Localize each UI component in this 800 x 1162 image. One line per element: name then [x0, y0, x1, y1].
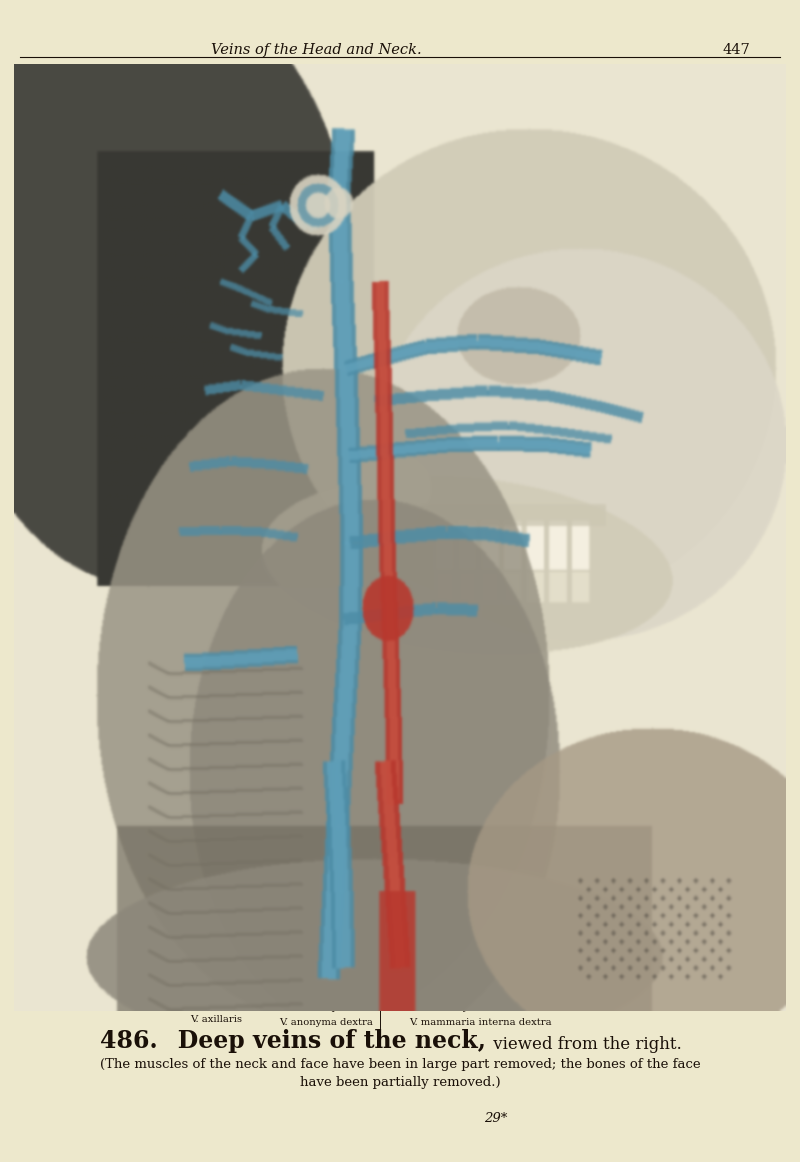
Text: V. jugularis
externa: V. jugularis externa — [111, 709, 168, 727]
Text: 486.  Deep veins of the neck,: 486. Deep veins of the neck, — [100, 1028, 486, 1053]
Text: V. cava superior: V. cava superior — [282, 1003, 363, 1012]
Text: V. cervicalis
profunda: V. cervicalis profunda — [108, 461, 168, 480]
Text: V. jugularis
externa: V. jugularis externa — [111, 367, 168, 386]
Text: A. axillaris: A. axillaris — [147, 999, 202, 1009]
Text: Bulbus v. jugularis
inferior: Bulbus v. jugularis inferior — [600, 713, 694, 732]
Text: V. facialis
posterior: V. facialis posterior — [120, 399, 168, 417]
Text: V. anonyma dextra: V. anonyma dextra — [279, 1018, 374, 1027]
Text: M. semispinalis
cervicis: M. semispinalis cervicis — [90, 490, 168, 509]
Text: Veins of the Head and Neck.: Veins of the Head and Neck. — [210, 43, 422, 57]
Text: M. levator
scapulae: M. levator scapulae — [116, 614, 168, 632]
Text: Vv. thyreoideae superiores: Vv. thyreoideae superiores — [592, 655, 728, 665]
Text: Plexus thyreoideus impar: Plexus thyreoideus impar — [592, 786, 722, 795]
Text: V. facialis
communis: V. facialis communis — [116, 518, 168, 537]
Text: V. axillaris: V. axillaris — [190, 1014, 242, 1024]
Text: V. sublingualis: V. sublingualis — [604, 510, 677, 519]
Text: V. jugularis interna: V. jugularis interna — [596, 693, 693, 702]
Text: 29*: 29* — [484, 1112, 508, 1125]
Text: V. jugu-
laris anterior: V. jugu- laris anterior — [101, 781, 168, 799]
Text: V.
subclavia: V. subclavia — [113, 868, 160, 887]
Text: Plexus vertebralis
posterior: Plexus vertebralis posterior — [77, 235, 168, 253]
Text: V. laryngea
superior: V. laryngea superior — [112, 553, 168, 572]
Text: V. occipitalis: V. occipitalis — [121, 278, 184, 287]
Text: V. trans-
versa
scapulae: V. trans- versa scapulae — [123, 817, 168, 847]
Text: M. scalenus
medius: M. scalenus medius — [108, 653, 168, 672]
Text: V. thyreoidea ima: V. thyreoidea ima — [596, 806, 684, 816]
Text: 447: 447 — [722, 43, 750, 57]
Text: V. comitans
n. hypoglossi: V. comitans n. hypoglossi — [600, 537, 666, 555]
Text: V. pharyngea: V. pharyngea — [102, 436, 168, 445]
Text: V. palatina: V. palatina — [604, 603, 657, 612]
Text: V. facialis anterior: V. facialis anterior — [596, 637, 688, 646]
Text: V. transversa colli: V. transversa colli — [62, 749, 152, 759]
Text: V. mammaria interna dextra: V. mammaria interna dextra — [409, 1018, 551, 1027]
Text: A. carotis
communis: A. carotis communis — [116, 582, 168, 601]
Text: V. anonyma sinistra: V. anonyma sinistra — [426, 1003, 526, 1012]
Text: V. submentalis: V. submentalis — [608, 488, 681, 497]
Text: V. thyreoidea inferior: V. thyreoidea inferior — [596, 758, 704, 767]
Text: V. lingualis: V. lingualis — [604, 572, 659, 581]
Text: Plexus
pharyngeus: Plexus pharyngeus — [108, 330, 168, 349]
Text: viewed from the right.: viewed from the right. — [488, 1035, 682, 1053]
Text: (The muscles of the neck and face have been in large part removed; the bones of : (The muscles of the neck and face have b… — [100, 1057, 700, 1089]
